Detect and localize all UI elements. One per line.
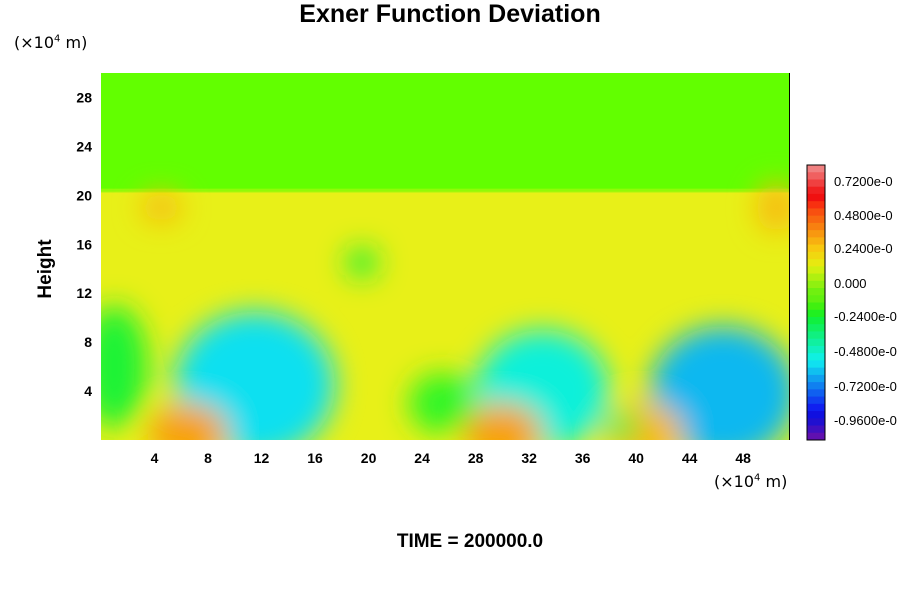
colorbar-swatch-31	[807, 389, 825, 398]
y-tick-labels: 4 8 12 16 20 24 28	[76, 89, 92, 399]
colorbar-swatch-17	[807, 288, 825, 296]
x-tick-label-5: 24	[414, 450, 430, 466]
chart-title: Exner Function Deviation	[299, 0, 601, 28]
y-tick-label-1: 8	[84, 334, 92, 350]
field-features	[101, 183, 790, 440]
colorbar: 0.7200e-0 0.4800e-0 0.2400e-0 0.000 -0.2400e…	[806, 164, 897, 441]
x-tick-label-2: 12	[254, 450, 270, 466]
colorbar-swatch-34	[807, 411, 825, 419]
colorbar-swatch-29	[807, 374, 825, 383]
y-tick-label-2: 12	[76, 285, 92, 301]
colorbar-swatch-35	[807, 418, 825, 427]
colorbar-swatch-25	[807, 345, 825, 354]
field-blob-6	[756, 183, 790, 233]
colorbar-swatch-10	[807, 237, 825, 246]
x-axis-unit: (×104 m)	[714, 472, 788, 491]
field-blob-10	[101, 305, 148, 428]
field-blob-11	[408, 372, 476, 434]
colorbar-swatch-19	[807, 302, 825, 311]
y-tick-label-3: 16	[76, 236, 92, 252]
colorbar-tick-label-3: 0.000	[834, 276, 867, 291]
y-tick-label-0: 4	[84, 383, 92, 399]
colorbar-tick-label-7: -0.9600e-0	[834, 413, 897, 428]
colorbar-swatch-11	[807, 244, 825, 253]
colorbar-tick-label-4: -0.2400e-0	[834, 309, 897, 324]
colorbar-tick-label-6: -0.7200e-0	[834, 379, 897, 394]
x-tick-label-6: 28	[468, 450, 484, 466]
colorbar-swatch-1	[807, 172, 825, 180]
x-tick-label-3: 16	[307, 450, 323, 466]
colorbar-swatch-26	[807, 353, 825, 361]
colorbar-swatch-32	[807, 396, 825, 405]
colorbar-swatch-9	[807, 230, 825, 238]
x-tick-label-11: 48	[735, 450, 751, 466]
field-blob-4	[345, 247, 378, 278]
x-tick-label-9: 40	[628, 450, 644, 466]
colorbar-tick-label-0: 0.7200e-0	[834, 174, 893, 189]
colorbar-swatch-12	[807, 251, 825, 260]
plot-frame-right	[789, 73, 790, 440]
x-tick-label-10: 44	[682, 450, 698, 466]
colorbar-swatch-2	[807, 179, 825, 188]
x-tick-label-8: 36	[575, 450, 591, 466]
colorbar-swatch-4	[807, 193, 825, 202]
y-tick-label-6: 28	[76, 89, 92, 105]
x-tick-label-7: 32	[521, 450, 537, 466]
x-tick-labels: 4 8 12 16 20 24 28 32 36 40 44 48	[151, 450, 752, 466]
colorbar-swatch-7	[807, 215, 825, 224]
x-tick-label-0: 4	[151, 450, 159, 466]
colorbar-swatch-27	[807, 360, 825, 369]
colorbar-frame	[806, 164, 826, 441]
colorbar-swatch-24	[807, 338, 825, 347]
colorbar-swatch-8	[807, 222, 825, 231]
colorbar-swatch-14	[807, 266, 825, 275]
colorbar-swatch-0	[807, 165, 825, 173]
colorbar-swatch-20	[807, 309, 825, 318]
y-axis-unit: (×104 m)	[14, 33, 88, 52]
y-tick-label-5: 24	[76, 138, 92, 154]
y-tick-label-4: 20	[76, 187, 92, 203]
colorbar-swatch-13	[807, 259, 825, 267]
colorbar-swatch-18	[807, 295, 825, 303]
field-blob-8	[462, 403, 543, 440]
time-label: TIME = 200000.0	[396, 531, 544, 552]
colorbar-swatch-16	[807, 280, 825, 289]
colorbar-swatch-3	[807, 186, 825, 195]
field-layer	[101, 73, 790, 440]
colorbar-swatch-5	[807, 201, 825, 209]
colorbar-swatch-36	[807, 425, 825, 434]
field-band-edge-0	[101, 188, 790, 193]
field-blob-1	[174, 311, 336, 440]
x-tick-label-4: 20	[361, 450, 377, 466]
colorbar-swatch-28	[807, 367, 825, 376]
colorbar-swatch-30	[807, 382, 825, 390]
x-tick-label-1: 8	[204, 450, 212, 466]
field-blob-7	[147, 403, 229, 440]
field-blob-5	[141, 192, 182, 223]
colorbar-swatch-6	[807, 208, 825, 217]
colorbar-tick-label-5: -0.4800e-0	[834, 344, 897, 359]
colorbar-swatch-15	[807, 273, 825, 282]
colorbar-tick-label-1: 0.4800e-0	[834, 208, 893, 223]
colorbar-swatch-33	[807, 403, 825, 412]
colorbar-swatch-21	[807, 316, 825, 325]
colorbar-swatch-37	[807, 432, 825, 441]
colorbar-swatch-23	[807, 331, 825, 340]
colorbar-swatch-22	[807, 324, 825, 332]
field-blob-12	[606, 413, 639, 440]
field-blob-3	[649, 326, 790, 440]
colorbar-tick-label-2: 0.2400e-0	[834, 241, 893, 256]
